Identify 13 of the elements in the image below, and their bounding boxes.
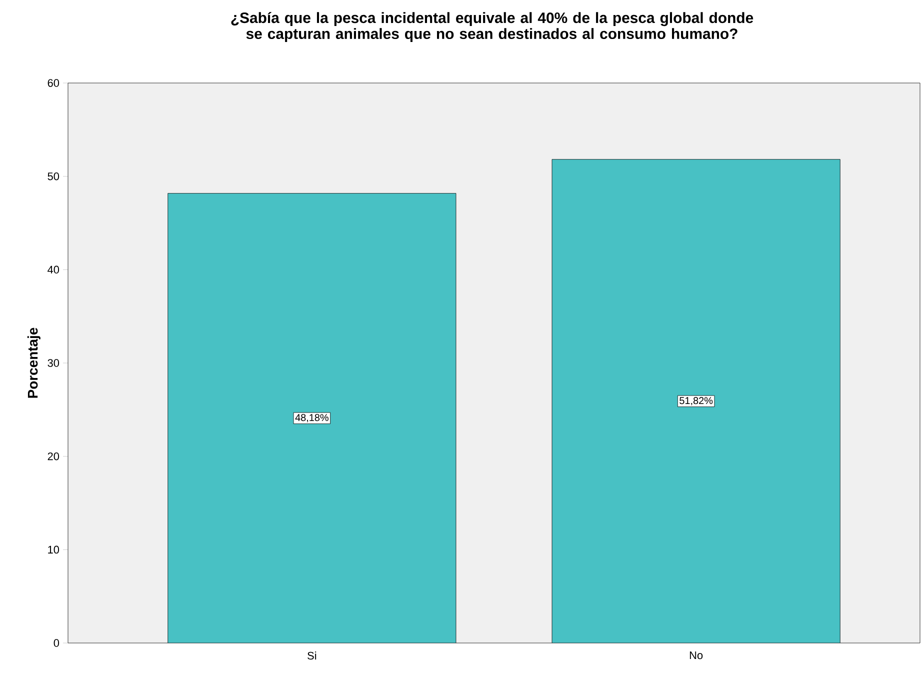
y-tick-label: 10 xyxy=(48,546,60,554)
y-tick-label: 0 xyxy=(54,639,60,647)
data-label: 48,18% xyxy=(295,414,328,422)
y-axis-title: Porcentaje xyxy=(27,328,40,398)
y-tick-label: 50 xyxy=(48,172,60,180)
y-tick-label: 30 xyxy=(48,359,60,367)
y-tick-label: 40 xyxy=(48,266,60,274)
data-label: 51,82% xyxy=(680,397,713,406)
x-tick-label: No xyxy=(690,652,703,660)
y-tick-label: 20 xyxy=(48,452,60,460)
chart-title: ¿Sabía que la pesca incidental equivale al 40% de la pesca global donde se capturan animales que no sean destinados al consumo humano? xyxy=(231,12,754,42)
x-tick-label: Si xyxy=(308,652,316,660)
y-tick-label: 60 xyxy=(48,79,60,87)
